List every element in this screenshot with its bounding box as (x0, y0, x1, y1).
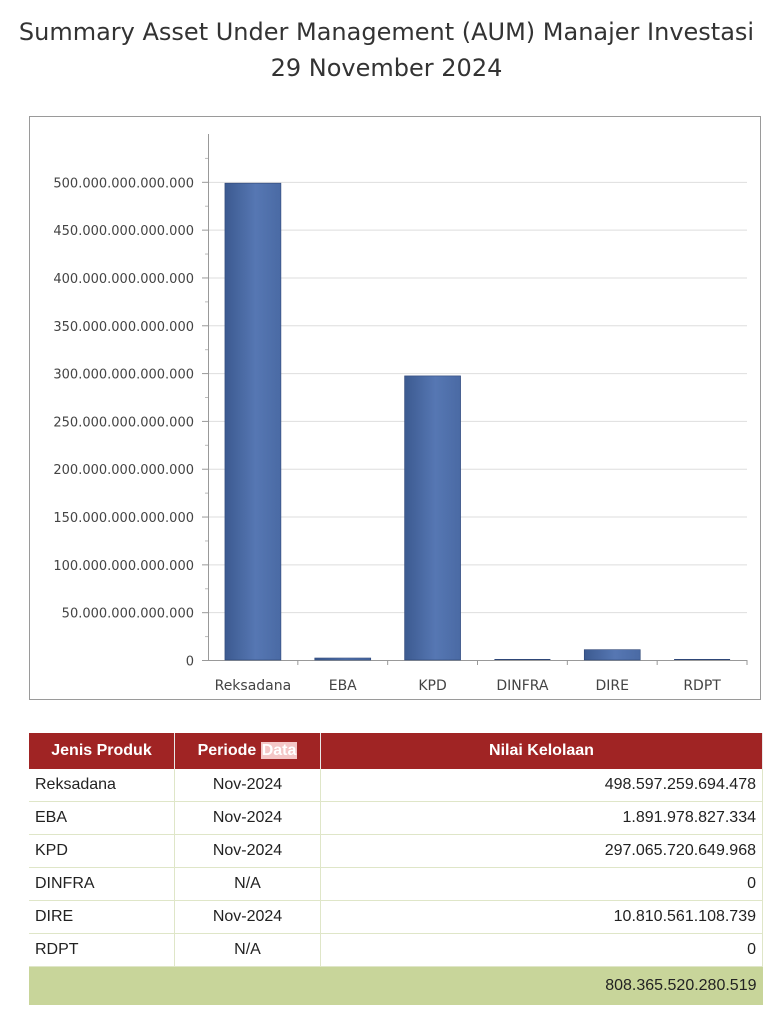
cell-periode-data: Nov-2024 (174, 900, 321, 934)
header-jenis-produk: Jenis Produk (29, 733, 175, 769)
bar (494, 659, 551, 660)
aum-chart: 0 50.000.000.000.000 100.000.000.000.000 15… (29, 116, 761, 700)
bar (674, 659, 731, 660)
cell-jenis-produk: KPD (29, 834, 175, 868)
table-row: Reksadana Nov-2024 498.597.259.694.478 (29, 769, 763, 802)
table-row: DINFRA N/A 0 (29, 867, 763, 901)
x-tick-label: DINFRA (496, 678, 549, 694)
cell-jenis-produk: EBA (29, 801, 175, 835)
cell-nilai-kelolaan: 10.810.561.108.739 (320, 900, 763, 934)
y-tick-label: 150.000.000.000.000 (53, 511, 194, 526)
page-title: Summary Asset Under Management (AUM) Man… (0, 14, 773, 86)
header-data-highlight: Data (260, 742, 298, 759)
header-nilai-kelolaan: Nilai Kelolaan (320, 733, 763, 769)
title-line-1: Summary Asset Under Management (AUM) Man… (18, 18, 755, 46)
x-tick-label: EBA (329, 678, 357, 694)
y-tick-label: 0 (186, 655, 194, 670)
table-row: EBA Nov-2024 1.891.978.827.334 (29, 801, 763, 835)
x-tick-label: RDPT (683, 678, 721, 694)
header-periode-data: Periode Data (174, 733, 321, 769)
table-header-row: Jenis Produk Periode Data Nilai Kelolaan (29, 733, 763, 769)
cell-nilai-kelolaan: 498.597.259.694.478 (320, 769, 763, 802)
cell-jenis-produk: Reksadana (29, 769, 175, 802)
x-tick-label: DIRE (596, 678, 629, 694)
total-empty-cell (29, 966, 175, 1005)
y-tick-label: 300.000.000.000.000 (53, 368, 194, 383)
cell-jenis-produk: DINFRA (29, 867, 175, 901)
cell-nilai-kelolaan: 1.891.978.827.334 (320, 801, 763, 835)
x-tick-label: KPD (418, 678, 446, 694)
y-tick-label: 50.000.000.000.000 (62, 607, 194, 622)
cell-periode-data: N/A (174, 933, 321, 967)
y-tick-label: 500.000.000.000.000 (53, 176, 194, 191)
x-tick-label: Reksadana (215, 678, 292, 694)
header-periode-label: Periode (197, 742, 261, 759)
y-tick-label: 200.000.000.000.000 (53, 463, 194, 478)
bar (404, 375, 461, 661)
table-total-row: 808.365.520.280.519 (29, 966, 763, 1005)
table-row: DIRE Nov-2024 10.810.561.108.739 (29, 900, 763, 934)
total-empty-cell (174, 966, 321, 1005)
cell-jenis-produk: RDPT (29, 933, 175, 967)
cell-periode-data: Nov-2024 (174, 834, 321, 868)
cell-nilai-kelolaan: 0 (320, 933, 763, 967)
table-row: RDPT N/A 0 (29, 933, 763, 967)
bar (314, 657, 372, 661)
title-line-2: 29 November 2024 (270, 54, 503, 82)
aum-table: Jenis Produk Periode Data Nilai Kelolaan… (29, 733, 763, 1005)
y-tick-label: 100.000.000.000.000 (53, 559, 194, 574)
y-tick-label: 350.000.000.000.000 (53, 320, 194, 335)
total-value: 808.365.520.280.519 (320, 966, 763, 1005)
y-tick-label: 450.000.000.000.000 (53, 224, 194, 239)
cell-jenis-produk: DIRE (29, 900, 175, 934)
cell-nilai-kelolaan: 0 (320, 867, 763, 901)
cell-periode-data: Nov-2024 (174, 769, 321, 802)
y-tick-label: 250.000.000.000.000 (53, 415, 194, 430)
cell-periode-data: Nov-2024 (174, 801, 321, 835)
cell-periode-data: N/A (174, 867, 321, 901)
bar (224, 182, 282, 661)
table-row: KPD Nov-2024 297.065.720.649.968 (29, 834, 763, 868)
bar (583, 649, 641, 661)
cell-nilai-kelolaan: 297.065.720.649.968 (320, 834, 763, 868)
y-tick-label: 400.000.000.000.000 (53, 272, 194, 287)
bar-chart-svg: 0 50.000.000.000.000 100.000.000.000.000 15… (53, 134, 748, 694)
